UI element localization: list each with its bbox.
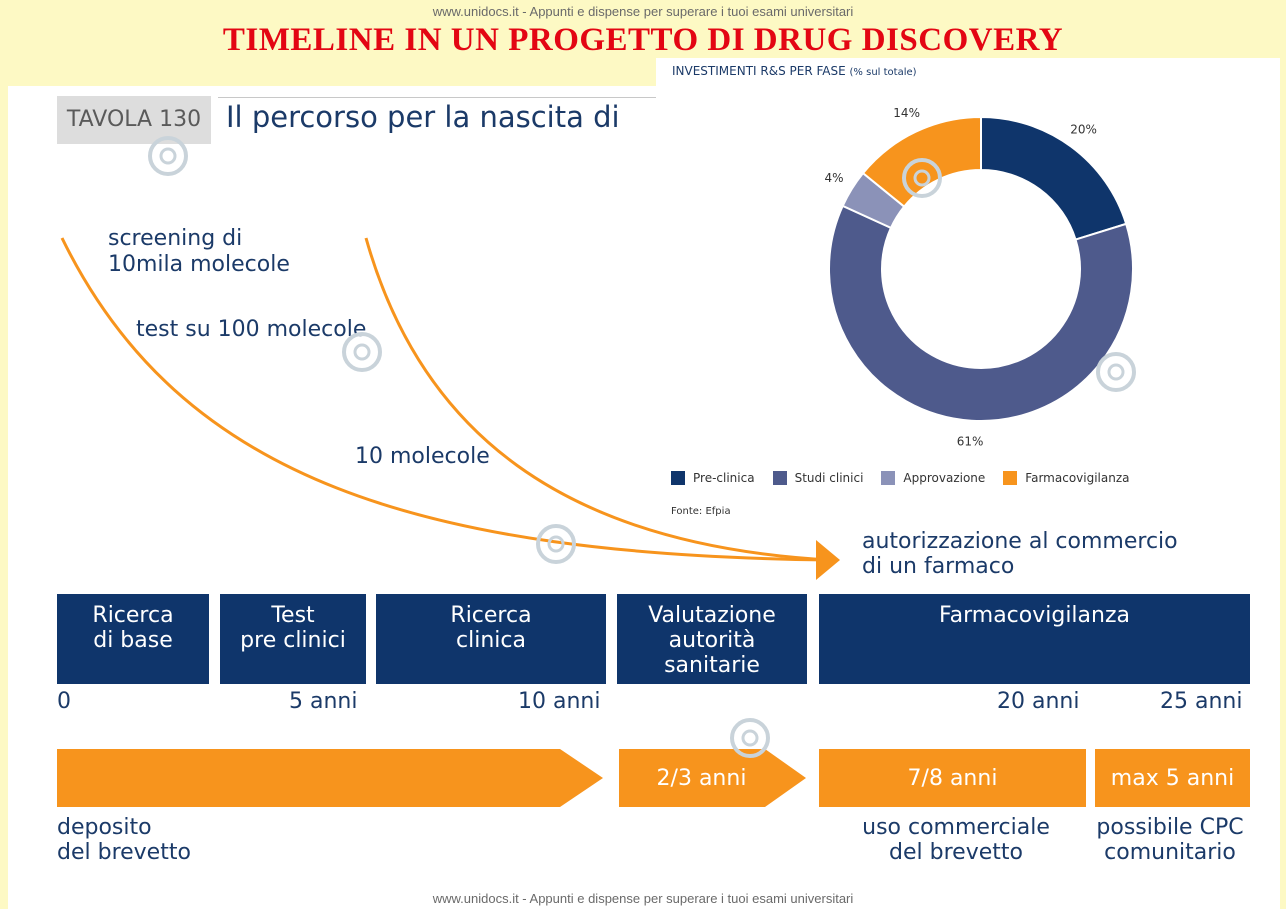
term-cpc-text: max 5 anni [1110,765,1235,791]
legend-swatch [1003,471,1018,485]
watermark-top: www.unidocs.it - Appunti e dispense per … [432,4,854,19]
term-evaluation-text: 2/3 anni [656,765,747,791]
chart-source: Fonte: Efpia [671,506,731,517]
chart-title-text: INVESTIMENTI R&S PER FASE [672,64,846,78]
tick-0: 0 [57,689,71,714]
legend-item-pre-clinica: Pre-clinica [671,471,755,485]
phase-ricerca-di-base: Ricerca di base [57,594,209,684]
term-commercial-text: 7/8 anni [907,765,998,791]
page-title: TIMELINE IN UN PROGETTO DI DRUG DISCOVER… [222,22,1064,58]
watermark-logo-icon [148,136,188,176]
watermark-logo-icon [342,332,382,372]
legend-item-studi-clinici: Studi clinici [772,471,864,485]
watermark-logo-icon [902,158,942,198]
phase-test-pre-clinici: Test pre clinici [220,594,366,684]
tick-20-anni: 20 anni [997,689,1080,714]
diagram-subtitle: Il percorso per la nascita di [226,100,620,134]
label-deposito-brevetto: deposito del brevetto [57,815,191,865]
tavola-label: TAVOLA 130 [57,96,211,144]
label-cpc-comunitario: possibile CPC comunitario [1096,815,1244,865]
funnel-test-text: test su 100 molecole [136,317,367,342]
legend-item-farmacovigilanza: Farmacovigilanza [1003,471,1130,485]
legend-swatch [772,471,787,485]
tavola-rule [218,97,656,98]
chart-panel [656,58,1280,528]
legend-label: Pre-clinica [693,471,755,485]
watermark-logo-icon [536,524,576,564]
tick-10-anni: 10 anni [518,689,601,714]
chart-title: INVESTIMENTI R&S PER FASE (% sul totale) [672,64,917,78]
tick-5-anni: 5 anni [289,689,358,714]
funnel-ten-text: 10 molecole [355,444,490,469]
legend-swatch [671,471,685,485]
phase-valutazione-autorita: Valutazione autorità sanitarie [617,594,807,684]
watermark-logo-icon [1096,352,1136,392]
phase-farmacovigilanza: Farmacovigilanza [819,594,1250,684]
label-uso-commerciale: uso commerciale del brevetto [862,815,1050,865]
authorization-text: autorizzazione al commercio di un farmac… [862,529,1178,579]
legend-label: Approvazione [903,471,986,485]
watermark-bottom: www.unidocs.it - Appunti e dispense per … [432,891,854,906]
chart-title-note: (% sul totale) [849,67,917,78]
legend-label: Studi clinici [794,471,864,485]
legend-item-approvazione: Approvazione [881,471,985,485]
phase-ricerca-clinica: Ricerca clinica [376,594,606,684]
legend-swatch [881,471,896,485]
legend-label: Farmacovigilanza [1025,471,1130,485]
funnel-screening-text: screening di 10mila molecole [108,226,290,277]
chart-legend: Pre-clinica Studi clinici Approvazione F… [671,471,1148,485]
tick-25-anni: 25 anni [1160,689,1243,714]
watermark-logo-icon [730,718,770,758]
